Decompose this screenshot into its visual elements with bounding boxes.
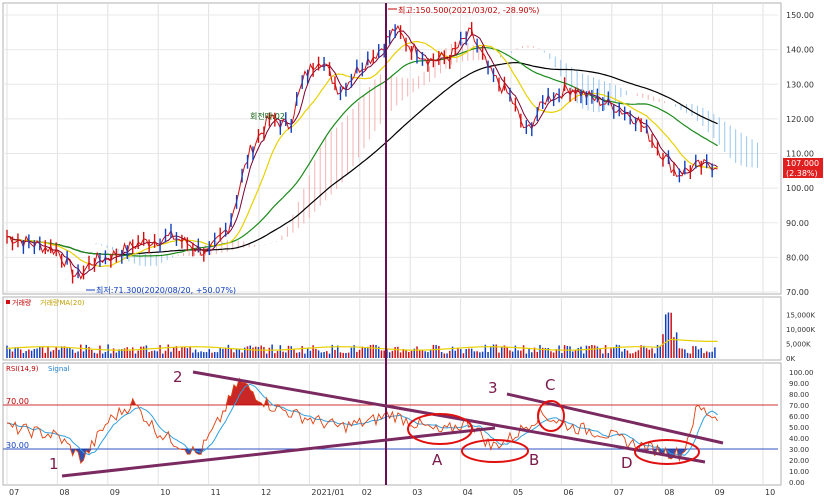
price-panel	[2, 2, 782, 295]
signal-line	[6, 383, 718, 456]
x-tick-label: 07	[9, 488, 19, 497]
x-tick-label: 05	[513, 488, 523, 497]
rsi-tick-label: 20.00	[789, 457, 809, 465]
rsi-tick-label: 0.00	[789, 479, 805, 487]
rsi-tick-label: 30.00	[789, 446, 809, 454]
label-c: C	[545, 376, 555, 394]
grid	[3, 3, 778, 484]
label-b: B	[529, 451, 539, 469]
volume-tick-label: 5,000K	[786, 341, 811, 349]
label-a: A	[432, 451, 443, 469]
volume-legend-marker	[6, 300, 10, 304]
x-tick-label: 2021/01	[311, 488, 344, 497]
price-tick-label: 150.00	[786, 11, 814, 20]
x-tick-label: 04	[463, 488, 473, 497]
rsi-tick-label: 50.00	[789, 424, 809, 432]
x-tick-label: 02	[362, 488, 372, 497]
x-tick-label: 10	[765, 488, 775, 497]
resistance-trendline-3	[506, 392, 724, 445]
rsi-tick-label: 70.00	[789, 402, 809, 410]
rsi-tick-label: 100.00	[789, 369, 814, 377]
price-lines	[6, 22, 718, 284]
volume-bars	[6, 312, 718, 358]
rsi-legend: RSI(14,9)	[6, 365, 39, 373]
last-price: 107.000	[786, 159, 819, 168]
low-annotation: 최저:71.300(2020/08/20, +50.07%)	[96, 285, 236, 295]
x-tick-label: 08	[664, 488, 674, 497]
price-tick-label: 70.00	[786, 288, 809, 297]
rsi-panel	[2, 362, 782, 486]
x-axis: 07 08 09 10 11 12 2021/01 02 03 04 05 06 07 08 09 10	[9, 488, 775, 497]
label-1: 1	[49, 455, 59, 473]
rsi-tick-label: 90.00	[789, 380, 809, 388]
last-change: (2.38%)	[786, 169, 818, 178]
ellipse-b	[461, 439, 529, 463]
ma20-line	[6, 40, 718, 268]
ma-label: 회전매:02	[250, 111, 285, 121]
label-d: D	[621, 454, 633, 472]
rsi-tick-label: 40.00	[789, 435, 809, 443]
resistance-trendline-2	[192, 370, 706, 464]
x-tick-label: 09	[110, 488, 120, 497]
rsi-line	[6, 377, 718, 465]
x-tick-label: 08	[59, 488, 69, 497]
x-tick-label: 07	[614, 488, 624, 497]
label-2: 2	[173, 368, 183, 386]
high-annotation: 최고:150.500(2021/03/02, -28.90%)	[398, 5, 539, 15]
ellipse-d	[634, 439, 700, 465]
price-tick-label: 80.00	[786, 253, 809, 262]
rsi-tick-label: 80.00	[789, 391, 809, 399]
x-tick-label: 12	[261, 488, 271, 497]
label-3: 3	[488, 379, 498, 397]
volume-legend: 거래량	[12, 298, 32, 307]
ellipse-c	[537, 400, 565, 432]
rsi-lower-label: 30.00	[6, 441, 29, 450]
overlays	[61, 3, 724, 485]
ma120-line	[6, 61, 718, 256]
price-tick-label: 100.00	[786, 184, 814, 193]
x-tick-label: 11	[211, 488, 221, 497]
last-price-box	[783, 158, 823, 178]
x-tick-label: 10	[160, 488, 170, 497]
ma60-line	[6, 46, 718, 257]
volume-ma-legend: 거래량MA(20)	[40, 298, 85, 307]
x-tick-label: 03	[412, 488, 422, 497]
ellipse-a	[407, 413, 473, 445]
x-tick-label: 06	[563, 488, 573, 497]
x-tick-label: 09	[715, 488, 725, 497]
rsi-tick-label: 60.00	[789, 413, 809, 421]
volume-ma-line	[6, 338, 718, 351]
volume-tick-label: 10,000K	[786, 326, 815, 334]
y-axes: 150.00 140.00 130.00 120.00 110.00 100.00 90.0…	[786, 11, 815, 487]
rsi-tick-label: 10.00	[789, 468, 809, 476]
price-tick-label: 130.00	[786, 80, 814, 89]
price-tick-label: 140.00	[786, 46, 814, 55]
price-tick-label: 90.00	[786, 219, 809, 228]
support-trendline	[61, 426, 496, 478]
volume-tick-label: 15,000K	[786, 312, 815, 320]
signal-legend: Signal	[48, 365, 70, 373]
price-tick-label: 120.00	[786, 115, 814, 124]
volume-tick-label: 0K	[786, 355, 795, 363]
price-tick-label: 110.00	[786, 150, 814, 159]
rsi-upper-label: 70.00	[6, 397, 29, 406]
